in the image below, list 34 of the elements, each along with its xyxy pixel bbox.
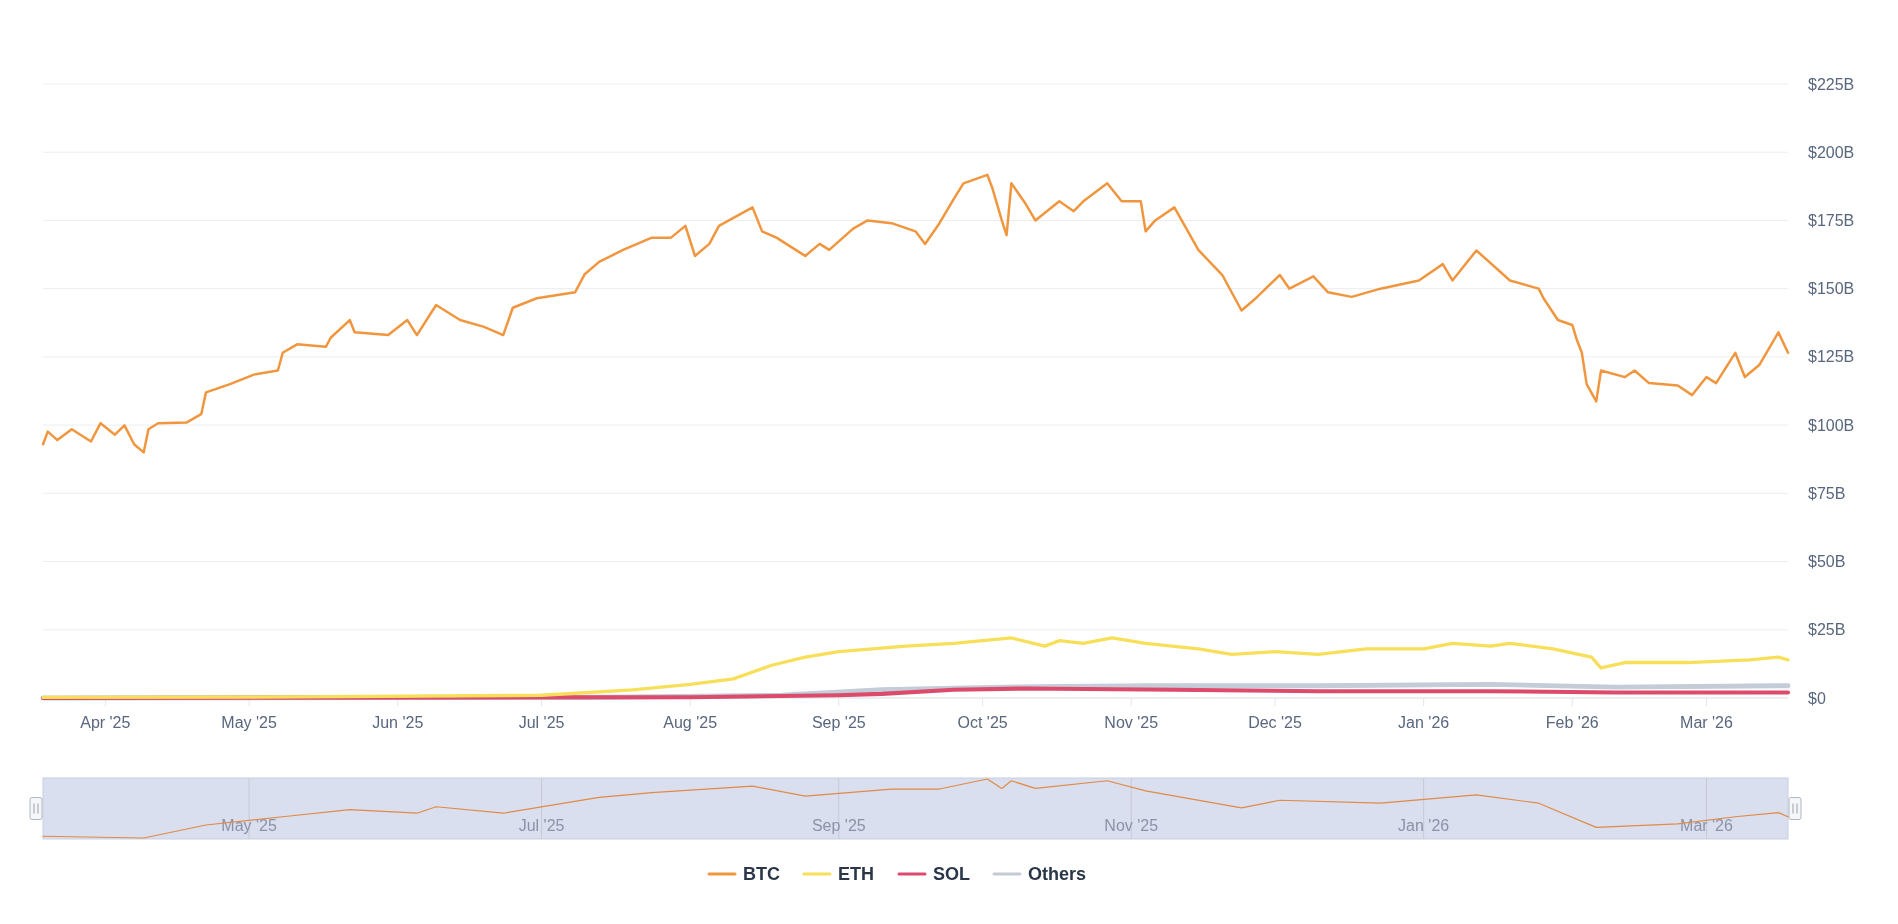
- x-tick-label: Apr '25: [80, 714, 131, 731]
- y-tick-label: $100B: [1808, 416, 1855, 434]
- y-tick-label: $150B: [1808, 280, 1855, 298]
- x-tick-label: Jul '25: [518, 714, 565, 731]
- x-tick-label: Jan '26: [1398, 714, 1450, 731]
- line-series: [41, 173, 1790, 454]
- x-tick-label: May '25: [221, 714, 277, 731]
- x-tick-label: Oct '25: [957, 714, 1008, 731]
- x-tick-label: Sep '25: [811, 714, 866, 731]
- line-series: [41, 636, 1790, 700]
- x-tick-label: Aug '25: [663, 714, 718, 731]
- legend-label: Others: [1028, 864, 1087, 885]
- y-tick-label: $175B: [1808, 212, 1855, 230]
- x-tick-label: Nov '25: [1104, 817, 1159, 834]
- x-tick-label: Dec '25: [1248, 714, 1303, 731]
- y-tick-label: $0: [1808, 689, 1826, 707]
- y-tick-label: $50B: [1808, 553, 1846, 571]
- legend-label: ETH: [838, 864, 874, 885]
- x-tick-label: Mar '26: [1680, 714, 1734, 731]
- y-tick-label: $125B: [1808, 348, 1855, 366]
- x-tick-label: Mar '26: [1680, 817, 1734, 834]
- y-tick-label: $225B: [1808, 75, 1855, 93]
- legend-label: BTC: [743, 864, 780, 885]
- x-tick-label: Jul '25: [518, 817, 565, 834]
- y-tick-label: $75B: [1808, 484, 1846, 502]
- x-tick-label: Jan '26: [1398, 817, 1450, 834]
- y-tick-label: $200B: [1808, 143, 1855, 161]
- x-tick-label: May '25: [221, 817, 277, 834]
- x-tick-label: Sep '25: [811, 817, 866, 834]
- x-tick-label: Nov '25: [1104, 714, 1159, 731]
- x-tick-label: Feb '26: [1545, 714, 1599, 731]
- y-tick-label: $25B: [1808, 621, 1846, 639]
- legend-label: SOL: [933, 864, 971, 885]
- x-tick-label: Jun '25: [372, 714, 424, 731]
